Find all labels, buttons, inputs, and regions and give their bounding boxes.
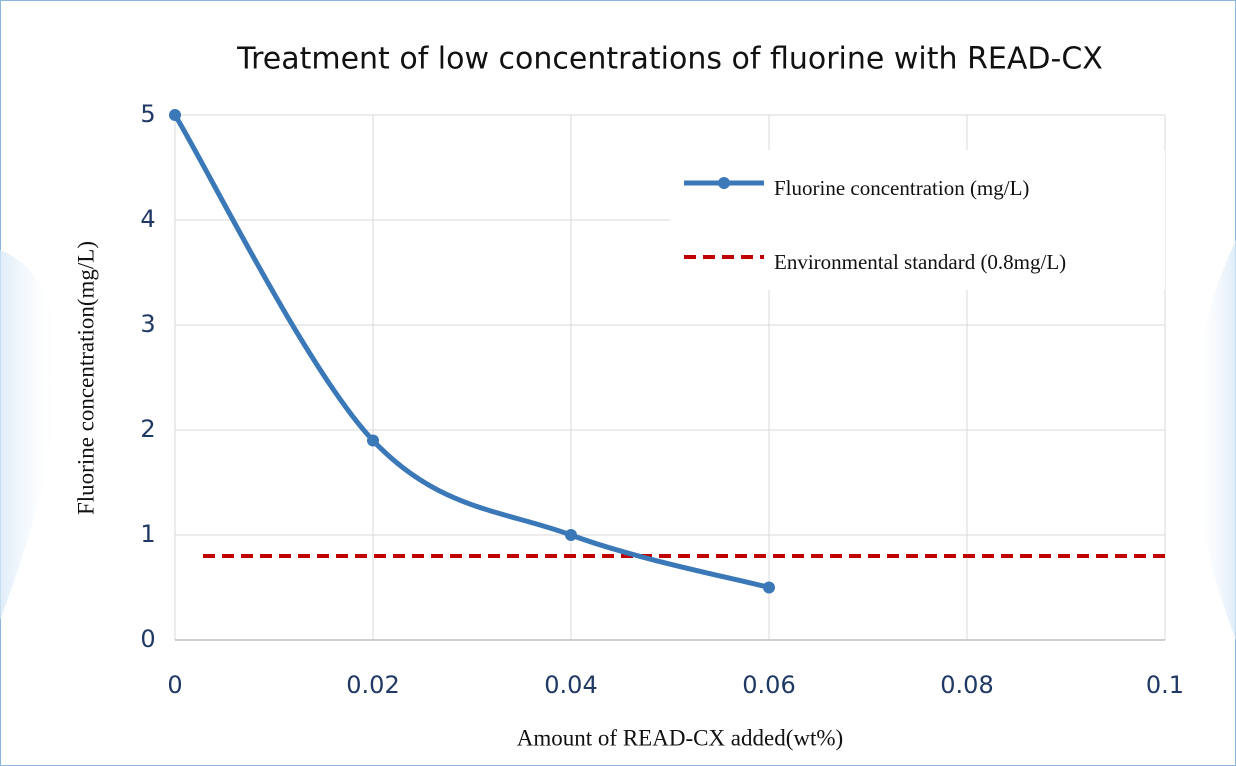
y-tick-label: 3 [140,310,155,338]
x-axis-title: Amount of READ-CX added(wt%) [517,725,843,750]
legend-box [670,150,1165,290]
data-point [169,109,181,121]
decoration [1193,240,1236,640]
plot [169,109,1165,594]
legend-label: Environmental standard (0.8mg/L) [774,250,1066,274]
x-tick-label: 0.1 [1146,671,1184,699]
data-point [565,529,577,541]
x-tick-label: 0.02 [346,671,399,699]
x-tick-label: 0.08 [940,671,993,699]
y-tick-label: 1 [140,520,155,548]
chart-title: Treatment of low concentrations of fluor… [236,42,1103,77]
y-tick-label: 5 [140,100,155,128]
y-axis-title: Fluorine concentration(mg/L) [73,241,98,515]
legend-swatch [718,177,730,189]
y-tick-label: 4 [140,205,155,233]
y-tick-label: 2 [140,415,155,443]
legend-label: Fluorine concentration (mg/L) [774,176,1029,200]
x-tick-label: 0.04 [544,671,597,699]
decoration [0,250,60,620]
data-point [763,581,775,594]
data-point [367,434,379,447]
y-tick-label: 0 [140,625,155,653]
x-tick-label: 0.06 [742,671,795,699]
legend: Fluorine concentration (mg/L) Environment… [670,150,1165,290]
series-line [172,113,770,590]
x-tick-label: 0 [167,671,182,699]
